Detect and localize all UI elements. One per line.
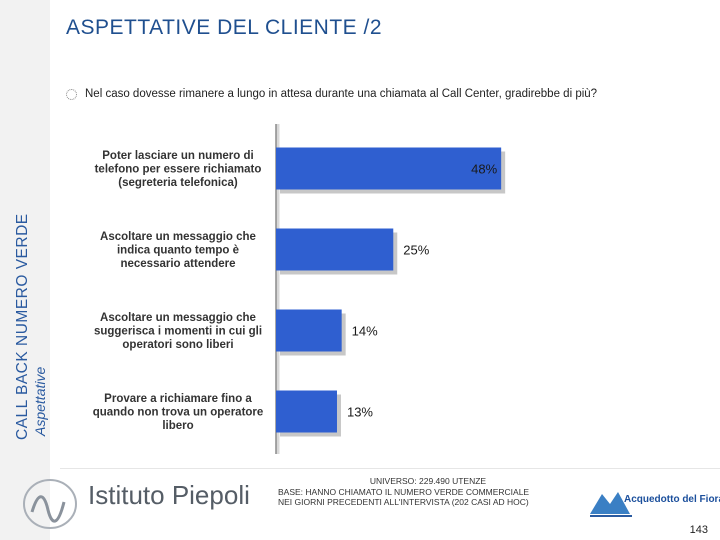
- vertical-subtitle: Aspettative: [32, 366, 48, 436]
- category-label: Provare a richiamare fino a: [104, 393, 252, 405]
- category-label: Poter lasciare un numero di: [102, 150, 253, 162]
- data-label: 48%: [471, 162, 497, 177]
- category-label: libero: [162, 420, 193, 432]
- bar-chart: 48% Poter lasciare un numero di telefono p…: [80, 124, 600, 454]
- chart-svg: 48% Poter lasciare un numero di telefono p…: [93, 124, 506, 454]
- universe-text: UNIVERSO: 229.490 UTENZE: [369, 476, 487, 486]
- sidebar-band: [0, 0, 50, 540]
- right-logo-text: Acquedotto del Fiora: [624, 494, 720, 505]
- base-text-line1: BASE: HANNO CHIAMATO IL NUMERO VERDE COM…: [278, 486, 530, 497]
- category-label: (segreteria telefonica): [118, 177, 238, 189]
- question-row: Nel caso dovesse rimanere a lungo in att…: [66, 88, 597, 100]
- bar: [276, 390, 337, 433]
- vertical-title: CALL BACK NUMERO VERDE: [14, 213, 31, 440]
- base-text-line2: NEI GIORNI PRECEDENTI ALL'INTERVISTA (20…: [278, 497, 529, 507]
- category-label: indica quanto tempo è: [117, 245, 239, 257]
- data-label: 13%: [347, 405, 373, 420]
- category-label: quando non trova un operatore: [93, 407, 264, 419]
- piepoli-wave-logo-icon: [23, 479, 77, 529]
- page-number: 143: [689, 524, 708, 536]
- category-label: telefono per essere richiamato: [95, 164, 262, 176]
- footer-note: UNIVERSO: 229.490 UTENZE BASE: HANNO CHI…: [278, 476, 578, 508]
- left-logo-text: Istituto Piepoli: [88, 480, 250, 510]
- category-label: necessario attendere: [120, 258, 235, 270]
- page-title: ASPETTATIVE DEL CLIENTE /2: [66, 16, 383, 39]
- question-text: Nel caso dovesse rimanere a lungo in att…: [85, 88, 598, 100]
- mountain-logo-icon: [590, 492, 632, 517]
- footer-divider: [60, 468, 720, 469]
- bar: [276, 228, 394, 271]
- dotted-circle-icon: [66, 88, 77, 100]
- category-label: Ascoltare un messaggio che: [100, 312, 256, 324]
- category-label: operatori sono liberi: [122, 339, 233, 351]
- data-label: 25%: [403, 243, 429, 258]
- bar: [276, 309, 342, 352]
- category-label: suggerisca i momenti in cui gli: [94, 326, 262, 338]
- bar: [276, 147, 502, 190]
- category-label: Ascoltare un messaggio che: [100, 231, 256, 243]
- data-label: 14%: [352, 324, 378, 339]
